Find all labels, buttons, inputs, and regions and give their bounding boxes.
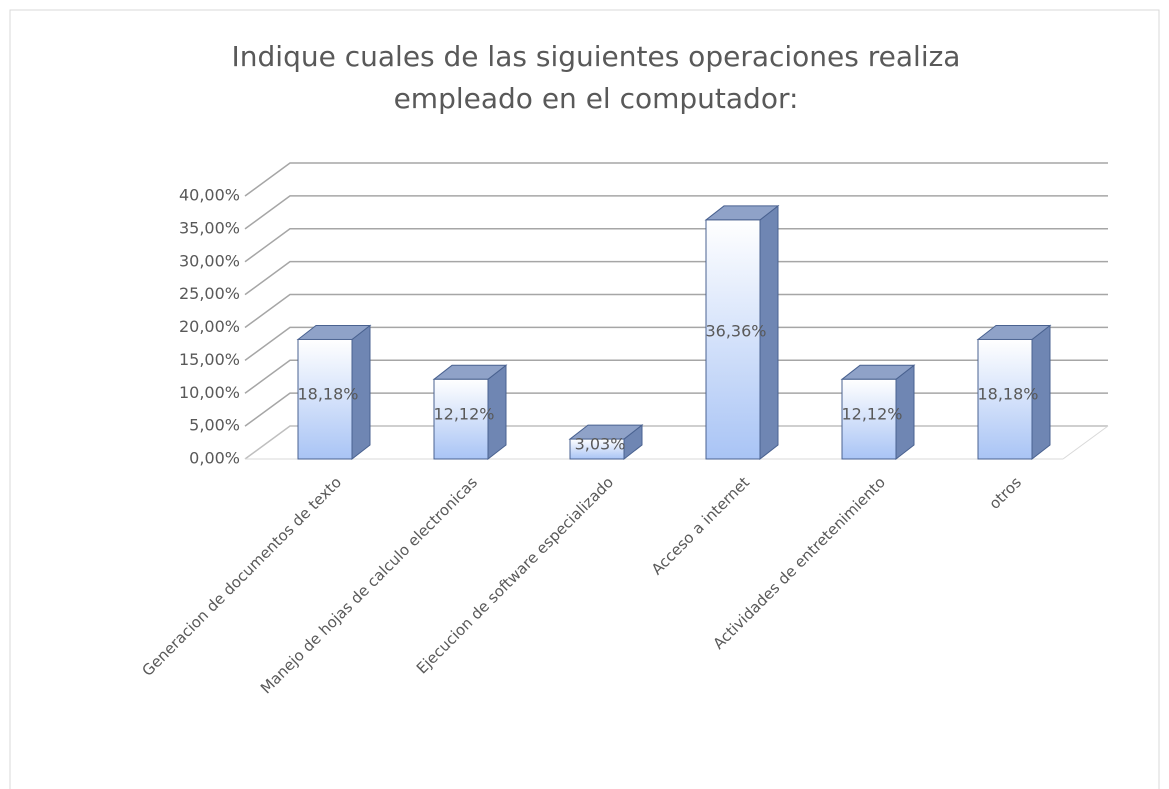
bar [432, 364, 508, 461]
bar [840, 364, 916, 461]
bar-front [297, 338, 353, 460]
data-label: 12,12% [841, 405, 902, 424]
grid-line [244, 228, 1108, 263]
bar [296, 324, 372, 461]
bar [568, 424, 644, 461]
bar [976, 324, 1052, 461]
y-tick-label: 10,00% [179, 383, 240, 402]
y-tick-label: 15,00% [179, 350, 240, 369]
data-label: 12,12% [433, 405, 494, 424]
grid-line [244, 260, 1108, 296]
grid-line [244, 162, 1108, 197]
grid-line [244, 293, 1108, 329]
y-tick-label: 0,00% [189, 449, 240, 468]
y-tick-label: 5,00% [189, 416, 240, 435]
axis-line [1062, 425, 1109, 460]
grid-line [244, 359, 1108, 394]
chart-frame [9, 9, 1160, 789]
x-tick-label: otros [985, 473, 1025, 513]
bar-front [977, 338, 1033, 460]
x-tick-label: Manejo de hojas de calculo electronicas [257, 473, 481, 697]
x-tick-label: Acceso a internet [648, 473, 753, 578]
y-tick-label: 30,00% [179, 251, 240, 270]
y-tick-label: 40,00% [179, 186, 240, 205]
bar-front [705, 219, 761, 460]
grid-line [244, 392, 1108, 427]
data-label: 18,18% [297, 385, 358, 404]
grid-line [244, 326, 1108, 361]
bar-front [569, 438, 625, 460]
data-label: 3,03% [575, 435, 626, 454]
y-tick-label: 25,00% [179, 284, 240, 303]
bar-front [433, 378, 489, 460]
grid-line [244, 425, 1108, 460]
bar [704, 204, 780, 461]
data-label: 36,36% [705, 322, 766, 341]
y-tick-label: 20,00% [179, 317, 240, 336]
bar-front [841, 378, 897, 460]
grid-line [244, 195, 1108, 230]
y-tick-label: 35,00% [179, 218, 240, 237]
chart-title: Indique cuales de las siguientes operaci… [232, 40, 961, 73]
data-label: 18,18% [977, 385, 1038, 404]
chart-title: empleado en el computador: [394, 82, 799, 115]
